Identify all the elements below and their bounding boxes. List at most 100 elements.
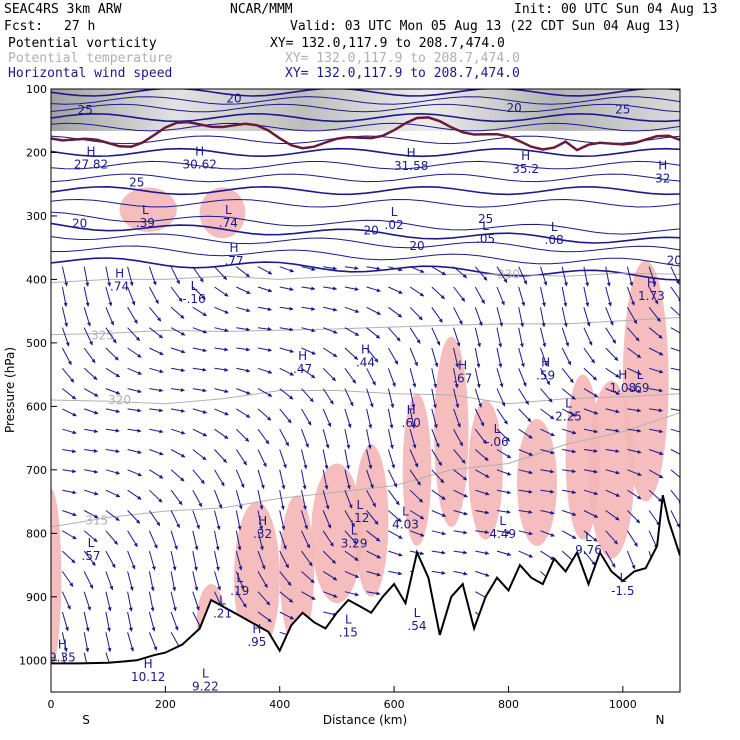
wind-vector — [62, 489, 77, 495]
wind-vector — [648, 449, 664, 456]
pv-extremum-marker: L — [191, 279, 198, 293]
wind-vector — [301, 449, 308, 470]
wind-vector — [496, 347, 503, 368]
wind-vector — [670, 469, 680, 481]
wind-speed-label: 25 — [478, 212, 493, 226]
wind-vector — [496, 307, 504, 327]
wind-vector — [344, 570, 360, 578]
wind-vector — [235, 490, 243, 510]
wind-vector — [105, 286, 113, 307]
terrain-fill — [51, 495, 680, 692]
wind-vector — [431, 550, 446, 555]
wind-vector — [105, 449, 120, 454]
theta-contour-label: 330 — [497, 267, 520, 281]
wind-vector — [627, 469, 642, 476]
wind-vector — [648, 266, 657, 286]
wind-vector — [518, 368, 527, 387]
wind-vector — [475, 510, 490, 515]
y-axis: 100 200 300 400 500 600 700 800 900 1000 — [19, 83, 57, 667]
wind-vector — [84, 408, 99, 415]
wind-vector — [366, 591, 381, 596]
field-3-xy: XY= 132.0,117.9 to 208.7,474.0 — [285, 66, 520, 81]
wind-vector — [344, 490, 353, 509]
wind-vector — [322, 388, 334, 405]
pv-extremum-marker: H — [647, 276, 656, 290]
wind-vector — [279, 347, 294, 353]
pv-extremum-marker: L — [414, 606, 421, 620]
wind-vector — [540, 286, 546, 307]
y-tick-label: 200 — [26, 146, 47, 159]
wind-vector — [105, 469, 121, 475]
wind-vector — [105, 632, 112, 653]
wind-vector — [192, 489, 203, 508]
wind-vector — [214, 327, 229, 333]
wind-vector — [192, 327, 208, 334]
wind-vector — [366, 570, 381, 577]
wind-vectors — [61, 266, 680, 673]
wind-vector — [323, 266, 337, 271]
wind-vector — [323, 591, 338, 598]
wind-vector — [496, 449, 512, 459]
wind-vector — [388, 510, 402, 523]
wind-speed-contours — [51, 89, 680, 281]
wind-vector — [61, 347, 72, 366]
wind-vector — [388, 306, 403, 318]
valid-time: Valid: 03 UTC Mon 05 Aug 13 (22 CDT Sun … — [290, 19, 682, 34]
wind-vector — [61, 591, 71, 610]
wind-vector — [627, 510, 641, 524]
wind-speed-label: 20 — [72, 217, 87, 231]
wind-vector — [257, 388, 273, 397]
pv-extremum-value: 1.73 — [638, 289, 665, 303]
wind-vector — [670, 367, 680, 371]
wind-vector — [431, 388, 437, 409]
y-axis-label: Pressure (hPa) — [3, 347, 17, 433]
wind-vector — [496, 428, 511, 442]
pv-extremum-marker: L — [225, 203, 232, 217]
wind-vector — [127, 550, 136, 570]
wind-vector — [170, 449, 186, 458]
wind-vector — [148, 591, 155, 612]
wind-vector — [518, 449, 534, 456]
wind-vector — [62, 367, 75, 383]
wind-vector — [583, 489, 599, 496]
pv-extremum-value: 9.22 — [192, 679, 219, 693]
wind-vector — [214, 510, 221, 530]
wind-speed-contour — [51, 233, 680, 253]
wind-vector — [344, 327, 360, 337]
wind-vector — [105, 307, 114, 326]
wind-vector — [323, 306, 338, 312]
wind-vector — [279, 266, 295, 273]
wind-vector — [301, 347, 316, 355]
wind-vector — [540, 550, 555, 561]
wind-vector — [453, 286, 466, 302]
pv-extremum-marker: L — [236, 571, 243, 585]
wind-vector — [561, 307, 568, 328]
pv-high-region — [279, 495, 315, 648]
wind-vector — [148, 286, 159, 305]
wind-vector — [192, 449, 207, 461]
wind-vector — [453, 550, 468, 555]
wind-vector — [127, 571, 134, 591]
pv-extremum-value: 31.58 — [394, 159, 428, 173]
wind-vector — [648, 489, 663, 503]
wind-vector — [83, 286, 90, 307]
tropopause-line — [51, 116, 680, 152]
wind-vector — [561, 327, 570, 347]
wind-vector — [648, 347, 664, 356]
wind-vector — [648, 530, 658, 549]
wind-vector — [214, 347, 229, 352]
wind-vector — [627, 489, 642, 500]
pv-extremum-marker: H — [144, 657, 153, 671]
pv-extremum-value: .77 — [224, 254, 243, 268]
wind-vector — [279, 571, 292, 586]
wind-vector — [257, 449, 267, 468]
wind-vector — [170, 266, 180, 285]
y-tick-label: 600 — [26, 400, 47, 413]
pv-extremum-marker: L — [499, 514, 506, 528]
wind-vector — [170, 469, 185, 482]
wind-vector — [474, 408, 485, 427]
wind-vector — [127, 611, 133, 632]
wind-vector — [475, 530, 490, 535]
wind-speed-contour — [51, 185, 680, 196]
